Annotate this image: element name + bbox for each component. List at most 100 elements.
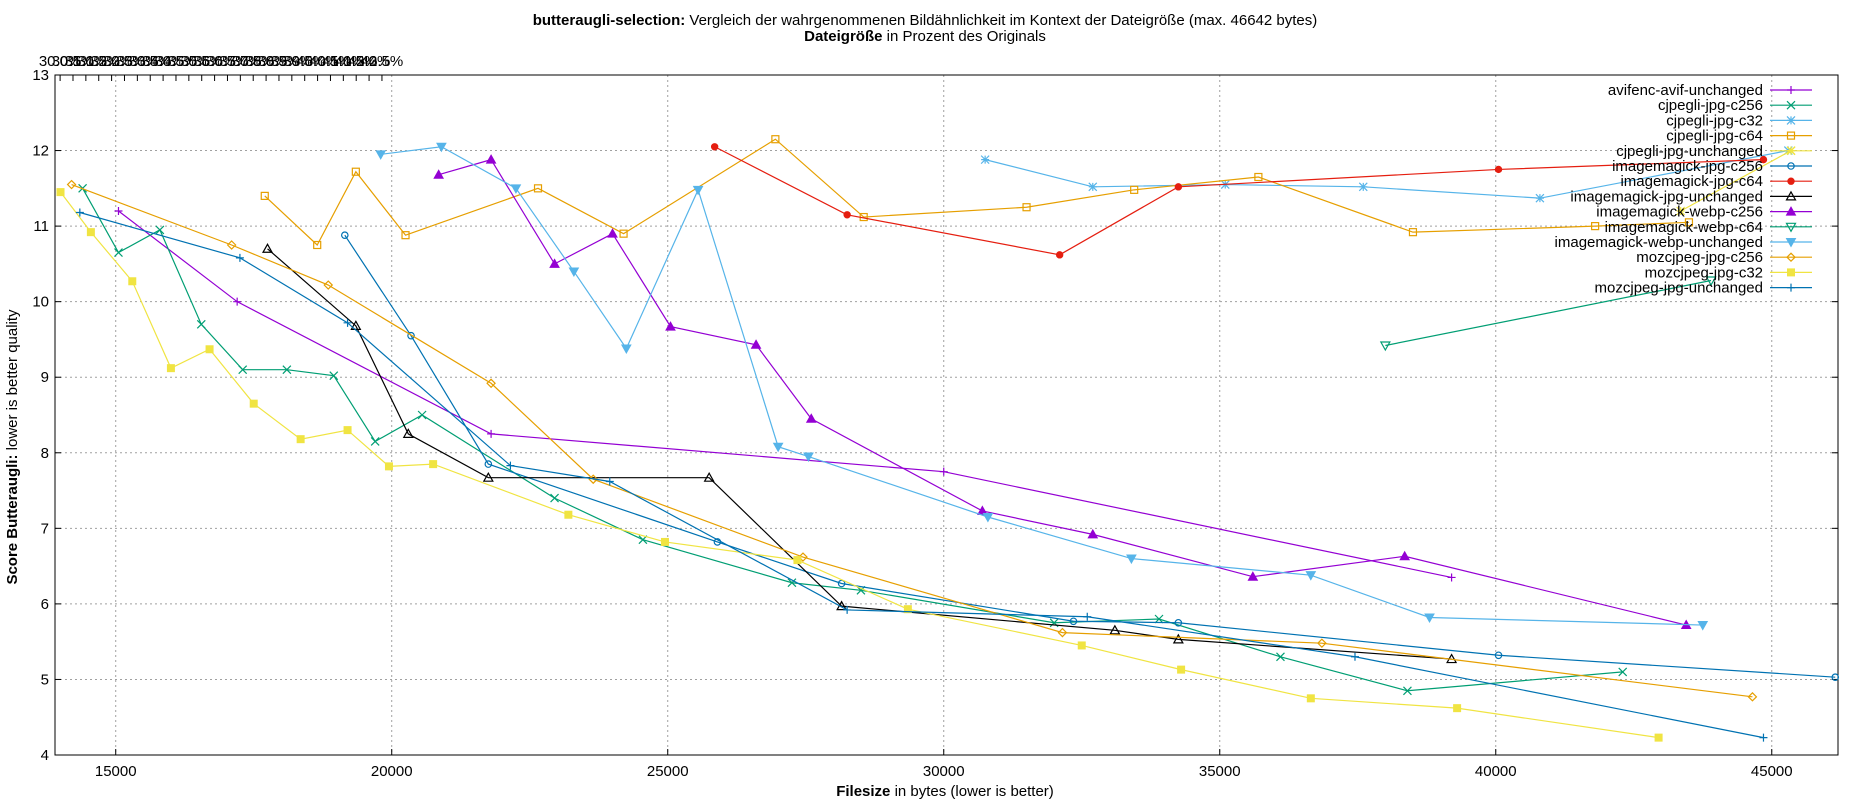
data-point (341, 231, 349, 239)
data-point (1057, 627, 1068, 638)
data-point (1174, 183, 1183, 191)
series-cjpegli-jpg-c64 (260, 135, 1694, 250)
top-tick-label: 32.0% (90, 53, 133, 70)
data-point (1174, 618, 1183, 627)
legend-label: imagemagick-jpg-c256 (1612, 158, 1763, 175)
axes-layer: 15000 20000 25000 30000 35000 40000 45000 4 5 6 7 8… (32, 53, 1839, 780)
data-point (1350, 652, 1359, 661)
data-point (510, 184, 522, 194)
data-point (1088, 182, 1098, 192)
data-point (1705, 276, 1717, 287)
data-point (1254, 172, 1263, 182)
data-point (1786, 146, 1796, 156)
data-point (226, 240, 237, 250)
data-point (1759, 155, 1768, 164)
data-point (1535, 193, 1545, 203)
data-point (771, 135, 780, 144)
data-point (1424, 613, 1435, 624)
data-point (1787, 177, 1795, 185)
legend-label: cjpegli-jpg-unchanged (1616, 143, 1763, 160)
series-line (984, 149, 1789, 199)
data-point (1759, 733, 1768, 742)
data-point (1787, 86, 1795, 94)
data-point (550, 493, 559, 503)
data-point (1087, 528, 1099, 539)
x-axis-label-bold: Filesize (836, 783, 890, 800)
y-tick-label: 12 (32, 143, 49, 160)
data-point (1172, 633, 1184, 644)
data-point (665, 321, 676, 331)
x-tick-label: 15000 (95, 763, 137, 780)
data-point (1654, 733, 1663, 742)
legend-item: cjpegli-jpg-c32 (1666, 112, 1812, 129)
data-point (1787, 162, 1795, 170)
series-imagemagick-jpg-c64 (710, 143, 1768, 259)
data-point (1787, 283, 1795, 292)
data-point (605, 477, 614, 486)
data-point (750, 339, 762, 349)
data-point (1786, 115, 1796, 125)
data-point (249, 399, 258, 408)
y-tick-label: 5 (41, 671, 49, 688)
data-point (1831, 673, 1840, 681)
data-point (1676, 206, 1686, 216)
data-point (1154, 614, 1164, 624)
series-line (79, 211, 1764, 739)
data-point (1684, 218, 1694, 227)
top-tick-label: 36.5% (206, 53, 249, 70)
data-point (1077, 641, 1086, 650)
top-tick-label: 32.5% (103, 53, 146, 70)
data-point (436, 142, 447, 153)
top-tick-label: 30.5% (52, 53, 95, 70)
legend-label: cjpegli-jpg-c64 (1666, 128, 1763, 145)
data-point (1177, 665, 1186, 674)
legend: avifenc-avif-unchangedcjpegli-jpg-c256cj… (1555, 82, 1812, 297)
top-tick-label: 38.5% (258, 53, 301, 70)
plot-frame (54, 74, 1839, 756)
data-point (282, 365, 292, 375)
top-tick-label: 40.0% (296, 53, 339, 70)
data-point (114, 248, 123, 257)
data-point (692, 185, 704, 196)
data-point (798, 552, 808, 562)
data-point (939, 467, 948, 476)
y-axis-label-rest: lower is better quality (4, 309, 21, 455)
legend-label: imagemagick-webp-c64 (1605, 219, 1763, 236)
data-point (564, 510, 573, 519)
data-point (620, 344, 632, 355)
data-point (343, 426, 352, 435)
data-point (401, 231, 410, 240)
data-point (607, 228, 618, 238)
data-point (1453, 704, 1462, 713)
y-tick-label: 4 (41, 747, 49, 764)
data-point (484, 460, 493, 468)
series-line (82, 188, 1623, 692)
series-line (438, 158, 1687, 626)
data-point (533, 184, 543, 193)
series-imagemagick-webp-c64 (1379, 276, 1717, 352)
data-point (370, 437, 380, 446)
x-tick-label: 45000 (1751, 763, 1793, 780)
top-axis-title: Dateigröße in Prozent des Originals (804, 28, 1046, 45)
top-tick-label: 36.0% (193, 53, 236, 70)
series-imagemagick-jpg-c256 (341, 231, 1840, 681)
legend-label: imagemagick-jpg-unchanged (1570, 188, 1763, 205)
data-point (56, 188, 65, 197)
top-tick-label: 31.0% (65, 53, 108, 70)
data-point (1083, 612, 1092, 621)
legend-label: avifenc-avif-unchanged (1608, 82, 1763, 99)
data-point (793, 556, 802, 565)
data-point (323, 280, 334, 290)
data-point (903, 605, 912, 614)
data-point (703, 471, 715, 482)
data-point (1403, 686, 1412, 696)
data-point (296, 435, 305, 444)
legend-item: cjpegli-jpg-c64 (1666, 128, 1812, 145)
data-point (487, 429, 496, 438)
top-tick-label: 31.5% (77, 53, 120, 70)
data-point (238, 365, 248, 375)
x-tick-label: 30000 (923, 763, 965, 780)
legend-item: mozcjpeg-jpg-c256 (1636, 249, 1812, 266)
y-tick-label: 10 (32, 294, 49, 311)
